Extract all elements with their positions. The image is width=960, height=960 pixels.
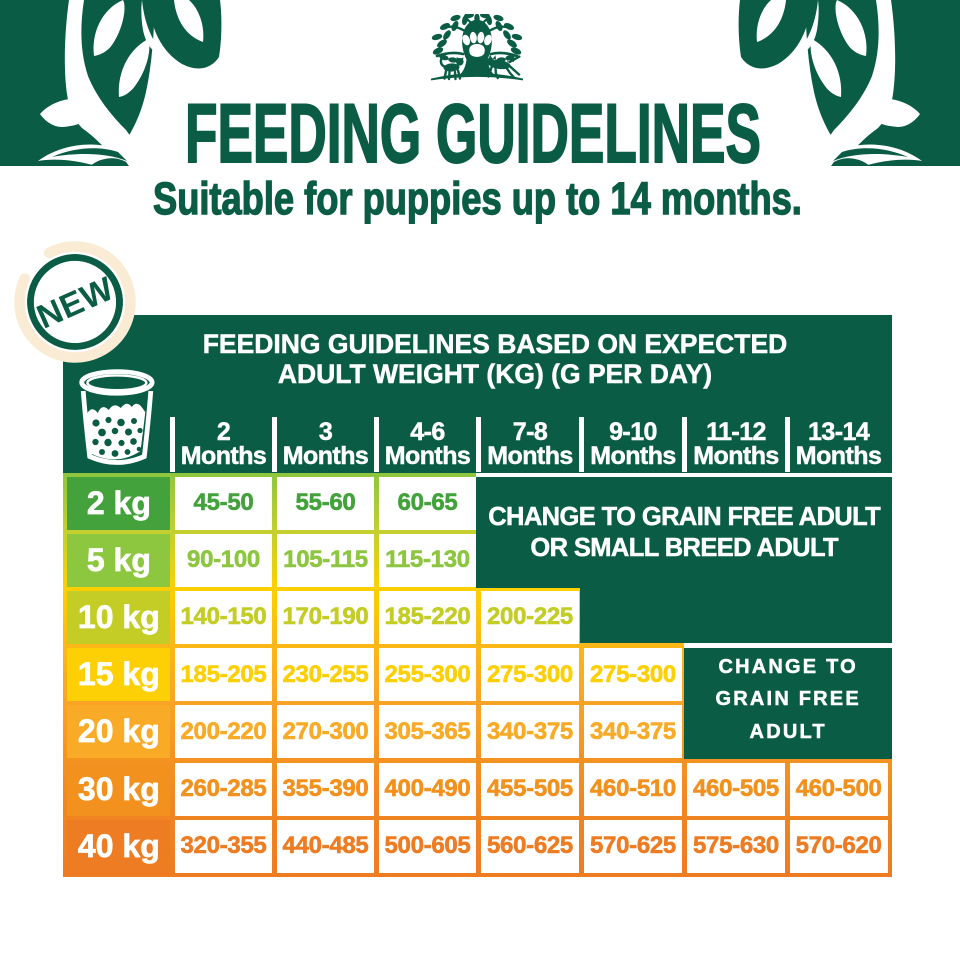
svg-text:TM: TM <box>506 58 515 64</box>
